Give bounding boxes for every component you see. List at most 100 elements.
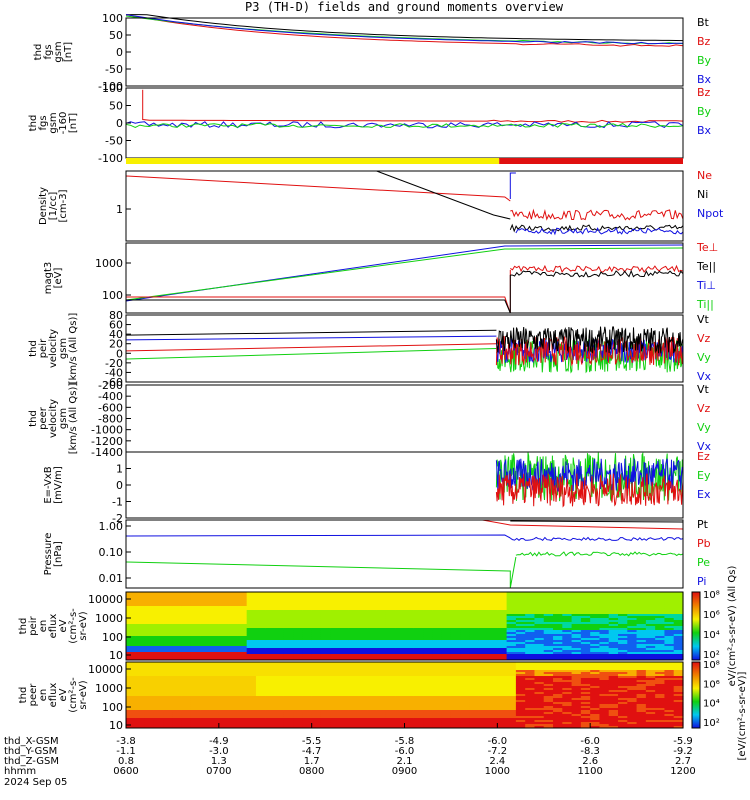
spectrogram-cell bbox=[404, 638, 415, 641]
spectrogram-cell bbox=[450, 678, 461, 681]
spectrogram-cell bbox=[432, 694, 443, 697]
spectrogram-cell bbox=[450, 668, 461, 671]
spectrogram-cell bbox=[283, 642, 294, 645]
spectrogram-cell bbox=[655, 658, 666, 661]
spectrogram-cell bbox=[413, 684, 424, 687]
spectrogram-cell bbox=[506, 696, 517, 699]
spectrogram-cell bbox=[515, 716, 526, 719]
spectrogram-cell bbox=[376, 724, 387, 727]
spectrogram-cell bbox=[423, 718, 433, 721]
spectrogram-cell bbox=[311, 714, 322, 717]
spectrogram-cell bbox=[246, 688, 257, 691]
spectrogram-cell bbox=[209, 714, 220, 717]
spectrogram-cell bbox=[404, 622, 415, 625]
spectrogram-cell bbox=[163, 674, 174, 677]
spectrogram-cell bbox=[367, 648, 378, 651]
spectrogram-cell bbox=[274, 696, 285, 699]
spectrogram-cell bbox=[367, 610, 378, 613]
spectrogram-cell bbox=[553, 722, 563, 725]
spectrogram-cell bbox=[413, 610, 424, 613]
spectrogram-cell bbox=[562, 592, 573, 595]
spectrogram-cell bbox=[320, 640, 331, 643]
spectrogram-cell bbox=[367, 636, 378, 639]
spectrogram-cell bbox=[246, 606, 257, 609]
spectrogram-cell bbox=[488, 708, 498, 711]
spectrogram-cell bbox=[255, 606, 266, 609]
spectrogram-cell bbox=[478, 700, 489, 703]
spectrogram-cell bbox=[645, 630, 656, 633]
spectrogram-cell bbox=[571, 720, 582, 723]
spectrogram-cell bbox=[534, 658, 545, 661]
spectrogram-cell bbox=[367, 684, 378, 687]
spectrogram-cell bbox=[358, 704, 368, 707]
x-row-label-1: thd_Y-GSM bbox=[4, 746, 57, 757]
spectrogram-cell bbox=[209, 600, 220, 603]
series-Te-perp-pre bbox=[126, 270, 511, 314]
spectrogram-cell bbox=[441, 600, 452, 603]
spectrogram-cell bbox=[534, 678, 545, 681]
spectrogram-cell bbox=[348, 670, 359, 673]
spectrogram-cell bbox=[506, 612, 517, 615]
spectrogram-cell bbox=[246, 686, 257, 689]
spectrogram-cell bbox=[395, 702, 406, 705]
spectrogram-cell bbox=[655, 676, 666, 679]
spectrogram-cell bbox=[562, 596, 573, 599]
spectrogram-cell bbox=[525, 626, 536, 629]
spectrogram-cell bbox=[246, 710, 257, 713]
spectrogram-cell bbox=[265, 722, 276, 725]
spectrogram-cell bbox=[367, 694, 378, 697]
y-axis-label-1-3: -160 bbox=[58, 112, 69, 135]
spectrogram-cell bbox=[181, 614, 192, 617]
spectrogram-cell bbox=[311, 678, 322, 681]
spectrogram-cell bbox=[339, 682, 350, 685]
spectrogram-cell bbox=[618, 676, 628, 679]
spectrogram-cell bbox=[553, 700, 563, 703]
spectrogram-cell bbox=[237, 630, 248, 633]
spectrogram-cell bbox=[274, 638, 285, 641]
spectrogram-cell bbox=[450, 654, 461, 657]
spectrogram-cell bbox=[302, 664, 313, 667]
spectrogram-cell bbox=[515, 670, 526, 673]
spectrogram-cell bbox=[441, 648, 452, 651]
spectrogram-cell bbox=[423, 652, 433, 655]
spectrogram-cell bbox=[218, 712, 229, 715]
spectrogram-cell bbox=[385, 650, 396, 653]
spectrogram-cell bbox=[172, 720, 183, 723]
spectrogram-cell bbox=[608, 592, 619, 595]
spectrogram-cell bbox=[460, 724, 471, 727]
spectrogram-cell bbox=[144, 692, 155, 695]
spectrogram-cell bbox=[450, 720, 461, 723]
spectrogram-cell bbox=[190, 664, 201, 667]
spectrogram-cell bbox=[302, 724, 313, 727]
spectrogram-cell bbox=[608, 598, 619, 601]
spectrogram-cell bbox=[645, 598, 656, 601]
spectrogram-cell bbox=[580, 652, 591, 655]
spectrogram-cell bbox=[478, 670, 489, 673]
spectrogram-cell bbox=[525, 718, 536, 721]
spectrogram-cell bbox=[367, 722, 378, 725]
spectrogram-cell bbox=[293, 686, 303, 689]
spectrogram-cell bbox=[618, 666, 628, 669]
spectrogram-cell bbox=[515, 604, 526, 607]
spectrogram-cell bbox=[608, 646, 619, 649]
spectrogram-cell bbox=[172, 654, 183, 657]
spectrogram-cell bbox=[330, 682, 341, 685]
spectrogram-cell bbox=[608, 650, 619, 653]
spectrogram-cell bbox=[553, 624, 563, 627]
spectrogram-cell bbox=[163, 694, 174, 697]
spectrogram-cell bbox=[218, 598, 229, 601]
spectrogram-cell bbox=[135, 646, 146, 649]
spectrogram-cell bbox=[432, 626, 443, 629]
spectrogram-cell bbox=[302, 600, 313, 603]
spectrogram-cell bbox=[135, 644, 146, 647]
spectrogram-cell bbox=[209, 594, 220, 597]
spectrogram-cell bbox=[636, 724, 647, 727]
spectrogram-cell bbox=[367, 602, 378, 605]
spectrogram-cell bbox=[673, 690, 684, 693]
spectrogram-cell bbox=[571, 684, 582, 687]
spectrogram-cell bbox=[135, 708, 146, 711]
spectrogram-cell bbox=[348, 648, 359, 651]
spectrogram-cell bbox=[255, 722, 266, 725]
spectrogram-cell bbox=[228, 668, 238, 671]
y-axis-label-8-1: [nPa] bbox=[53, 541, 64, 567]
